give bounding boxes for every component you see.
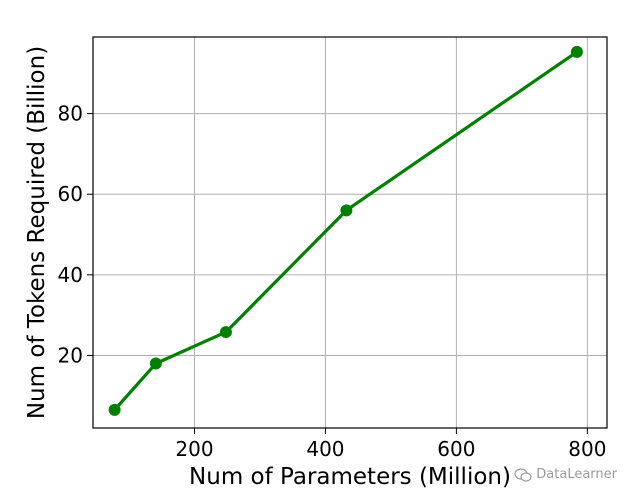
data-point — [570, 45, 583, 58]
data-point — [108, 403, 121, 416]
y-tick-label: 40 — [58, 263, 83, 287]
plot-frame — [92, 36, 608, 429]
ticks: 200 400 600 800 20 40 60 80 — [58, 102, 607, 461]
y-tick-label: 60 — [58, 182, 83, 206]
x-tick-label: 600 — [437, 437, 475, 461]
data-point — [340, 204, 353, 217]
wechat-icon — [514, 467, 532, 482]
series-layer — [108, 45, 583, 416]
y-axis-label: Num of Tokens Required (Billion) — [24, 46, 50, 419]
grid-lines — [93, 37, 607, 428]
y-tick-label: 20 — [58, 343, 83, 367]
data-point — [219, 326, 232, 339]
data-point — [149, 357, 162, 370]
y-tick-label: 80 — [58, 102, 83, 126]
x-tick-label: 400 — [306, 437, 344, 461]
x-tick-label: 800 — [568, 437, 606, 461]
x-tick-label: 200 — [175, 437, 213, 461]
x-axis-label: Num of Parameters (Million) — [189, 464, 511, 490]
watermark: DataLearner — [514, 467, 617, 482]
series-line — [113, 50, 578, 411]
watermark-text: DataLearner — [536, 467, 617, 482]
